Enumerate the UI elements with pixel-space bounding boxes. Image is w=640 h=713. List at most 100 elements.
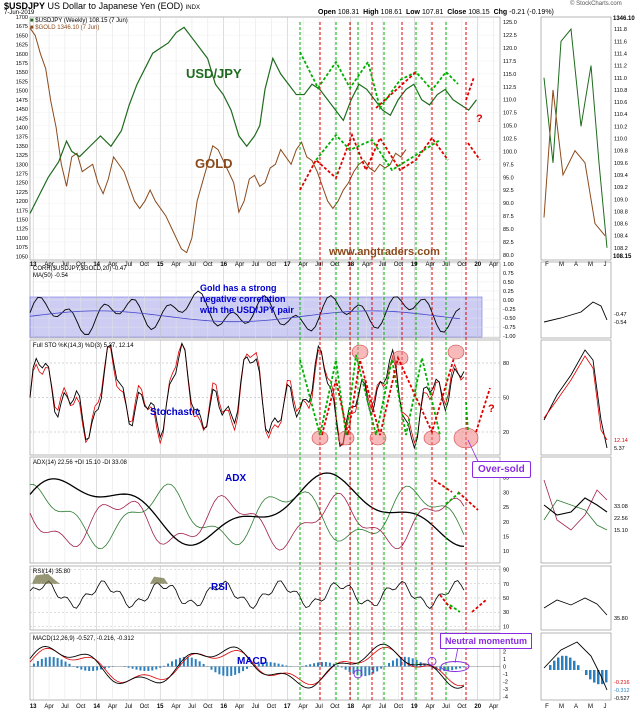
x-tick-label: Apr (44, 704, 53, 710)
macd-hist-bar (265, 661, 268, 667)
macd-hist-bar (147, 666, 150, 671)
gold-trend-red (299, 132, 449, 191)
detail-price-tick: 108.2 (614, 246, 628, 252)
chart-title: $USDJPY US Dollar to Japanese Yen (EOD) … (4, 1, 200, 11)
macd-hist-bar (443, 666, 446, 672)
macd-hist-bar (324, 662, 327, 667)
detail-adx-line (543, 497, 608, 516)
price-x-tick-label: Oct (140, 262, 150, 268)
detail-x-tick: M (588, 704, 593, 710)
corr-axis-tick: 0.75 (503, 271, 514, 277)
macd-hist-bar (218, 666, 221, 675)
x-tick-label: 20 (474, 704, 481, 710)
detail-price-tick: 111.6 (614, 39, 627, 45)
macd-hist-bar (190, 657, 193, 667)
left-axis-tick: 1625 (16, 43, 28, 49)
usdjpy-label: USD/JPY (186, 66, 242, 81)
x-tick-label: Apr (425, 704, 434, 710)
sto-legend: Full STO %K(14,3) %D(3) 5.37, 12.14 (33, 343, 134, 349)
right-axis-tick: 90.0 (503, 201, 514, 207)
corr-legend: CORR($USDJPY,$GOLD,20) -0.47 (33, 266, 127, 272)
macd-hist-bar (344, 666, 347, 670)
rsi-axis-tick: 70 (503, 582, 509, 588)
detail-x-tick: M (588, 262, 593, 268)
macd-hist-bar (309, 664, 312, 667)
macd-hist-bar (277, 663, 280, 667)
detail-last-price: 108.15 (613, 254, 632, 260)
left-axis-tick: 1075 (16, 245, 28, 251)
x-tick-label: Oct (394, 704, 404, 710)
sto-projection (475, 387, 491, 433)
macd-hist-bar (395, 658, 398, 667)
macd-hist-bar (372, 666, 375, 674)
right-axis-tick: 82.5 (503, 240, 514, 246)
rsi-projection (471, 599, 487, 613)
x-tick-label: Oct (267, 704, 277, 710)
detail-x-tick: F (545, 704, 549, 710)
macd-hist-bar (167, 663, 170, 667)
adx-detail-frame (540, 456, 612, 564)
x-tick-label: Jul (379, 704, 387, 710)
x-tick-label: Jul (61, 704, 69, 710)
di-plus-line (29, 483, 465, 549)
corr-line (29, 290, 461, 335)
macd-hist-bar (313, 663, 316, 667)
sto-axis-tick: 20 (503, 430, 509, 436)
trend-annotations (299, 22, 491, 700)
right-axis-tick: 122.5 (503, 33, 517, 39)
detail-price-tick: 110.0 (614, 137, 627, 143)
detail-macd-bar (573, 660, 576, 670)
price-x-tick-label: 14 (93, 262, 100, 268)
macd-hist-bar (60, 659, 63, 667)
price-x-tick-label: Apr (44, 262, 53, 268)
legend-usdjpy: ■ $USDJPY (Weekly) 108.15 (7 Jun) (30, 18, 128, 24)
macd-hist-bar (399, 657, 402, 667)
macd-hist-bar (32, 663, 35, 667)
macd-hist-bar (384, 665, 387, 667)
left-axis-tick: 1700 (16, 15, 28, 21)
adx-label: ADX (225, 473, 247, 484)
x-tick-label: Apr (235, 704, 244, 710)
macd-hist-bar (44, 657, 47, 667)
x-tick-label: Apr (171, 704, 180, 710)
detail-top-value: 1346.10 (613, 16, 635, 22)
macd-line (29, 643, 465, 689)
macd-detail-frame (540, 632, 612, 701)
detail-macd-bar (577, 665, 580, 670)
question-mark-price: ? (476, 113, 483, 125)
rsi-axis-tick: 10 (503, 624, 509, 630)
macd-hist-bar (222, 666, 225, 676)
sto-axis-tick: 50 (503, 396, 509, 402)
macd-hist-bar (301, 665, 304, 667)
x-tick-label: Oct (457, 704, 467, 710)
ma-legend: MA(50) -0.54 (33, 273, 69, 279)
stochastic-label: Stochastic (150, 407, 201, 418)
detail-sto-line (543, 349, 608, 449)
price-x-tick-label: Oct (76, 262, 86, 268)
macd-hist-bar (214, 666, 217, 673)
left-axis-tick: 1225 (16, 190, 28, 196)
detail-macd-value: -0.527 (614, 696, 630, 702)
macd-hist-bar (285, 665, 288, 667)
detail-rsi-value: 35.80 (614, 616, 628, 622)
gold-trend-green (315, 133, 441, 172)
adx-line (29, 472, 465, 548)
detail-price-tick: 109.8 (614, 149, 628, 155)
rsi-axis-tick: 50 (503, 596, 509, 602)
left-axis-tick: 1475 (16, 98, 28, 104)
macd-hist-bar (159, 666, 162, 668)
correlation-band-rect (29, 296, 483, 338)
price-detail-frame (540, 16, 612, 261)
detail-price-tick: 111.4 (614, 51, 627, 57)
usdjpy-line (29, 26, 477, 214)
macd-hist-bar (455, 666, 458, 670)
detail-macd-value: -0.216 (614, 680, 630, 686)
adx-arrow-1 (433, 479, 453, 493)
x-tick-label: 16 (220, 704, 227, 710)
detail-price-tick: 108.8 (614, 209, 628, 215)
rsi-detail-frame (540, 565, 612, 631)
detail-x-tick: M (559, 262, 564, 268)
gold-label: GOLD (195, 156, 233, 171)
detail-price-tick: 110.8 (614, 88, 627, 94)
